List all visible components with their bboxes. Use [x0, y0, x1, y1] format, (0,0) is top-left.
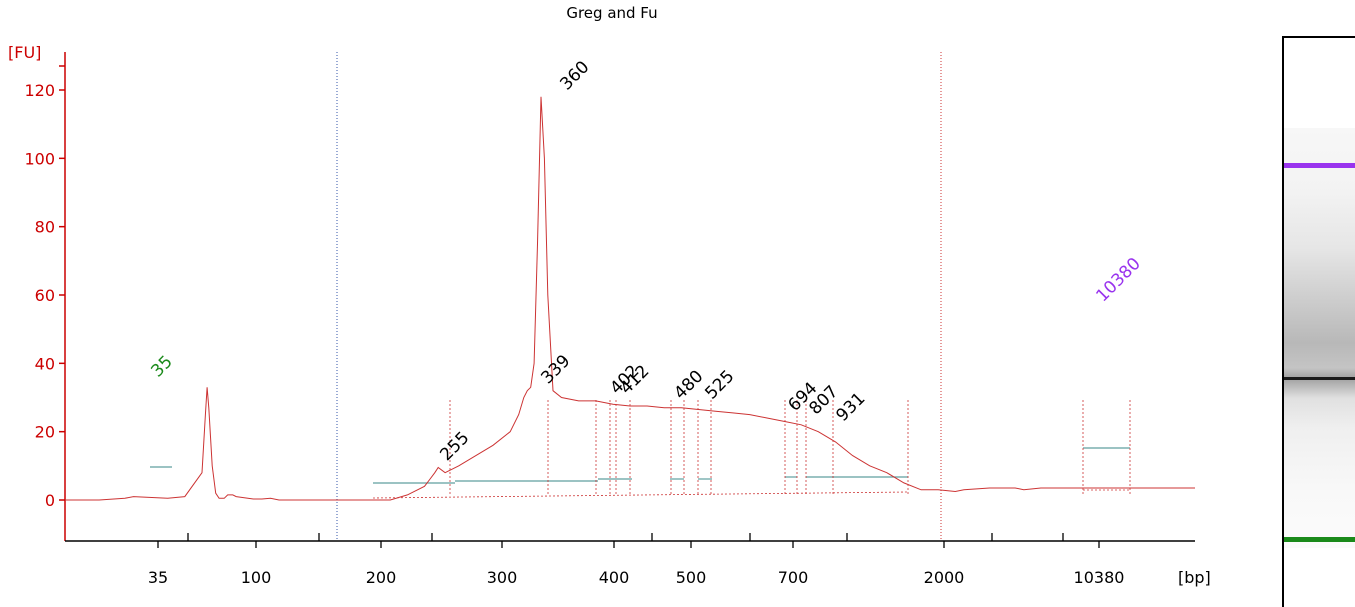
- peak-label-255: 255: [436, 428, 473, 465]
- peak-label-360: 360: [556, 57, 593, 94]
- x-tick-label: 10380: [1074, 568, 1125, 587]
- peak-label-480: 480: [670, 366, 707, 403]
- x-tick-label: 700: [778, 568, 809, 587]
- x-tick-label: 35: [148, 568, 168, 587]
- peak-label-10380: 10380: [1092, 254, 1144, 306]
- virtual-gel-lane: [1282, 36, 1355, 607]
- x-tick-label: 100: [241, 568, 272, 587]
- lower-marker-band: [1284, 537, 1355, 542]
- sample-band: [1284, 377, 1355, 380]
- peak-label-35: 35: [147, 352, 176, 381]
- x-tick-label: 500: [676, 568, 707, 587]
- y-tick-label: 60: [35, 286, 55, 305]
- chart-title: Greg and Fu: [566, 4, 657, 22]
- x-axis-label: [bp]: [1178, 568, 1211, 587]
- y-tick-label: 0: [45, 491, 55, 510]
- y-tick-label: 40: [35, 354, 55, 373]
- electropherogram-chart: Greg and Fu [FU] [bp] 0 20 40 60 80 100 120 35…: [8, 4, 1211, 587]
- peak-label-525: 525: [701, 366, 738, 403]
- upper-marker-band: [1284, 163, 1355, 168]
- y-tick-label: 80: [35, 218, 55, 237]
- x-tick-label: 400: [599, 568, 630, 587]
- gel-smear: [1284, 128, 1355, 548]
- y-tick-label: 100: [24, 149, 55, 168]
- y-tick-label: 20: [35, 423, 55, 442]
- peak-label-339: 339: [537, 351, 574, 388]
- electropherogram-trace: [65, 96, 1195, 501]
- region-floor-dotted: [372, 491, 909, 499]
- x-tick-label: 2000: [924, 568, 965, 587]
- y-axis-label: [FU]: [8, 43, 41, 62]
- x-tick-label: 300: [487, 568, 518, 587]
- x-tick-label: 200: [366, 568, 397, 587]
- y-tick-label: 120: [24, 81, 55, 100]
